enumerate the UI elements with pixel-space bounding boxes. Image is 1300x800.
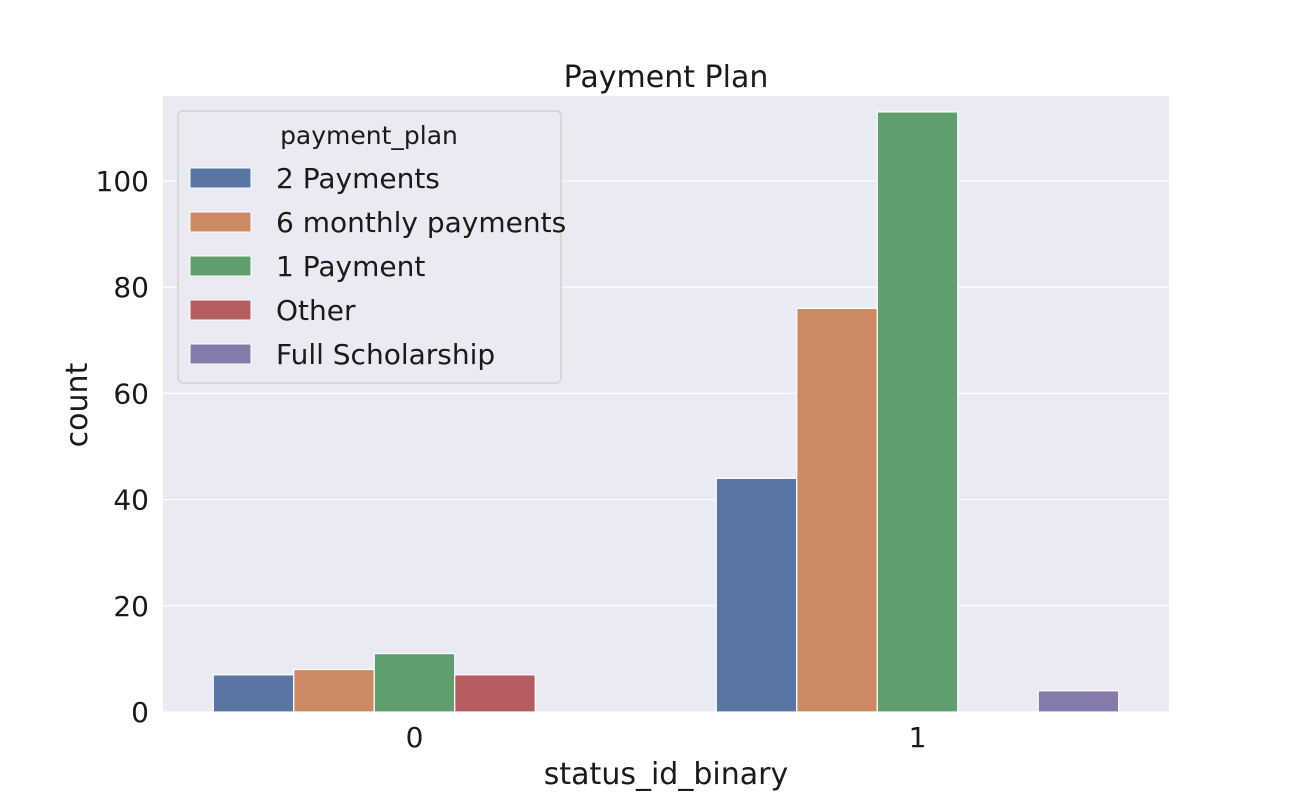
legend-label-full-scholarship: Full Scholarship [276,338,495,371]
legend-label-1-payment: 1 Payment [276,250,425,283]
bar-6-monthly-payments-status-1 [796,307,878,713]
chart-title: Payment Plan [564,60,769,95]
legend-title: payment_plan [280,121,458,150]
y-axis-label: count [60,362,95,447]
legend-box [177,110,562,384]
x-axis-label: status_id_binary [544,757,788,792]
bar-1-payment-status-0 [373,652,456,713]
legend-items: 2 Payments 6 monthly payments 1 Payment Oth… [189,162,566,371]
legend-label-other: Other [276,294,356,327]
bar-1-payment-status-1 [876,111,959,713]
x-tick-label-0: 0 [406,721,424,754]
bar-2-payments-status-1 [715,477,798,713]
y-tick-label-80: 80 [113,271,149,304]
bar-full-scholarship-status-1 [1037,690,1120,713]
bars [212,111,1120,713]
y-tick-label-0: 0 [131,696,149,729]
y-tick-label-20: 20 [113,590,149,623]
y-tick-label-40: 40 [113,484,149,517]
bar-2-payments-status-0 [212,674,295,713]
y-tick-labels: 0 20 40 60 80 100 [96,165,149,729]
legend-swatch-other [189,299,252,321]
legend-label-6-monthly-payments: 6 monthly payments [276,206,566,239]
bar-6-monthly-payments-status-0 [293,668,375,713]
legend: payment_plan 2 Payments 6 monthly payment… [177,110,566,384]
y-tick-label-60: 60 [113,377,149,410]
legend-swatch-6-monthly-payments [189,211,252,233]
legend-swatch-2-payments [189,167,252,189]
legend-swatch-full-scholarship [189,343,252,365]
x-tick-label-1: 1 [909,721,927,754]
y-tick-label-100: 100 [96,165,149,198]
legend-label-2-payments: 2 Payments [276,162,440,195]
legend-swatch-1-payment [189,255,252,277]
bar-other-status-0 [454,674,536,713]
